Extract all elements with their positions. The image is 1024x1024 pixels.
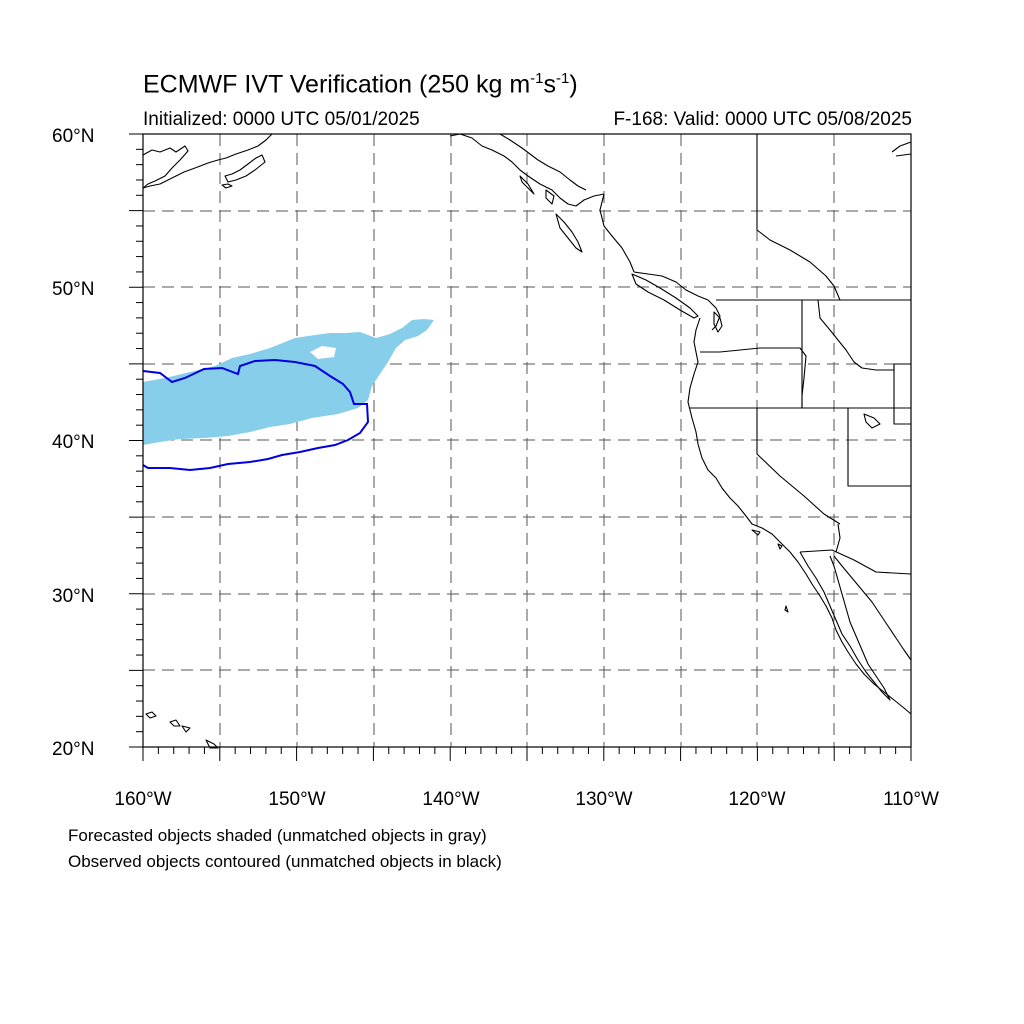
lon-axis-labels: 160°W 150°W 140°W 130°W 120°W 110°W	[114, 789, 939, 810]
lon-label-130w: 130°W	[575, 789, 632, 810]
lat-label-30: 30°N	[52, 586, 94, 607]
forecast-object-shaded	[143, 319, 434, 445]
lat-lon-grid	[143, 134, 911, 747]
lon-label-150w: 150°W	[268, 789, 325, 810]
lat-label-20: 20°N	[52, 739, 94, 760]
lat-label-50: 50°N	[52, 279, 94, 300]
legend-observed-note: Observed objects contoured (unmatched ob…	[68, 852, 502, 871]
initialized-label: Initialized: 0000 UTC 05/01/2025	[143, 109, 420, 130]
lat-label-40: 40°N	[52, 432, 94, 453]
coastlines	[142, 133, 912, 749]
lon-label-160w: 160°W	[114, 789, 171, 810]
lon-label-140w: 140°W	[422, 789, 479, 810]
valid-time-label: F-168: Valid: 0000 UTC 05/08/2025	[613, 109, 912, 130]
lon-label-110w: 110°W	[883, 789, 939, 810]
lat-label-60: 60°N	[52, 126, 94, 147]
axis-ticks	[129, 133, 912, 761]
lat-axis-labels: 60°N 50°N 40°N 30°N 20°N	[52, 126, 94, 760]
legend-forecast-note: Forecasted objects shaded (unmatched obj…	[68, 826, 487, 845]
forecast-object-hole	[310, 346, 336, 359]
chart-title: ECMWF IVT Verification (250 kg m-1s-1)	[143, 70, 578, 99]
lon-label-120w: 120°W	[728, 789, 785, 810]
observed-object-contour	[142, 358, 370, 472]
